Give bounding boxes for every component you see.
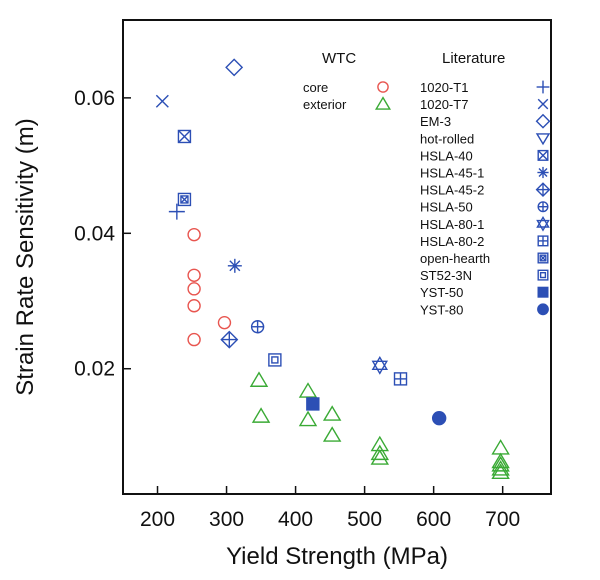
data-point — [491, 463, 510, 480]
data-point — [251, 407, 271, 423]
legend-heading-literature: Literature — [442, 50, 505, 67]
data-point — [298, 410, 318, 427]
data-point — [187, 268, 201, 282]
legend-marker — [537, 166, 549, 179]
y-axis-label: Strain Rate Sensitivity (m) — [12, 118, 39, 395]
data-point — [371, 355, 389, 375]
x-tick-label: 600 — [416, 508, 451, 531]
legend-marker — [537, 286, 549, 298]
legend-marker — [377, 81, 389, 93]
y-tick-label: 0.02 — [74, 358, 115, 381]
legend-marker — [537, 201, 549, 213]
data-point — [370, 435, 390, 452]
data-point — [187, 299, 201, 313]
x-axis: 200 300 400 500 600 700 — [140, 486, 520, 531]
data-point — [220, 330, 239, 349]
data-point — [306, 397, 320, 411]
legend-marker — [535, 133, 551, 146]
legend-marker — [537, 252, 549, 264]
data-point — [370, 444, 390, 461]
x-tick-label: 500 — [347, 508, 382, 531]
legend-marker — [537, 98, 549, 110]
x-tick-label: 200 — [140, 508, 175, 531]
legend-label: HSLA-80-1 — [420, 217, 484, 232]
data-point — [431, 410, 447, 426]
legend-label: 1020-T7 — [420, 97, 468, 112]
legend-marker — [537, 149, 549, 161]
legend-marker — [535, 113, 551, 129]
legend-label: hot-rolled — [420, 131, 474, 146]
legend-heading-wtc: WTC — [322, 50, 356, 67]
data-point — [250, 320, 265, 334]
data-point — [491, 439, 510, 455]
legend-label: HSLA-80-2 — [420, 234, 484, 249]
data-point — [168, 203, 185, 220]
data-point — [155, 94, 169, 108]
legend-marker — [536, 80, 550, 94]
y-axis: 0.02 0.04 0.06 — [74, 87, 131, 381]
legend-label: HSLA-50 — [420, 200, 473, 215]
legend-marker — [537, 303, 549, 316]
legend-label: EM-3 — [420, 114, 451, 129]
data-point — [322, 405, 342, 421]
legend-label: 1020-T1 — [420, 80, 468, 95]
data-point — [249, 371, 269, 387]
data-point — [177, 192, 192, 207]
data-point — [491, 452, 510, 469]
legend-label: HSLA-45-1 — [420, 166, 484, 181]
legend-label: HSLA-45-2 — [420, 183, 484, 198]
data-point — [187, 332, 201, 347]
x-tick-label: 400 — [278, 508, 313, 531]
data-points — [155, 58, 510, 480]
legend-marker — [535, 182, 551, 197]
legend-label: YST-80 — [420, 302, 463, 317]
data-point — [268, 353, 282, 367]
legend-marker — [374, 96, 392, 110]
x-tick-label: 300 — [209, 508, 244, 531]
plot-frame — [122, 19, 552, 495]
data-point — [491, 456, 510, 472]
y-tick-label: 0.04 — [74, 222, 115, 245]
legend-label: exterior — [303, 97, 347, 112]
data-point — [225, 58, 244, 77]
y-tick-label: 0.06 — [74, 87, 115, 110]
legend-label: core — [303, 80, 328, 95]
data-point — [177, 129, 192, 144]
legend-marker — [537, 235, 549, 247]
data-point — [187, 282, 201, 296]
data-point — [393, 372, 408, 386]
data-point — [187, 227, 201, 242]
data-point — [298, 382, 318, 398]
legend-marker — [537, 269, 549, 281]
legend: WTC Literature core exterior 1020-T1 1020-T… — [303, 50, 551, 317]
legend-label: open-hearth — [420, 251, 490, 266]
x-tick-label: 700 — [485, 508, 520, 531]
legend-label: ST52-3N — [420, 268, 472, 283]
x-axis-label: Yield Strength (MPa) — [226, 543, 448, 570]
data-point — [227, 258, 242, 273]
data-point — [322, 426, 342, 442]
legend-marker — [536, 216, 550, 232]
data-point — [217, 315, 232, 330]
legend-label: YST-50 — [420, 285, 463, 300]
legend-label: HSLA-40 — [420, 148, 473, 163]
data-point — [370, 449, 390, 465]
data-point — [491, 460, 510, 476]
